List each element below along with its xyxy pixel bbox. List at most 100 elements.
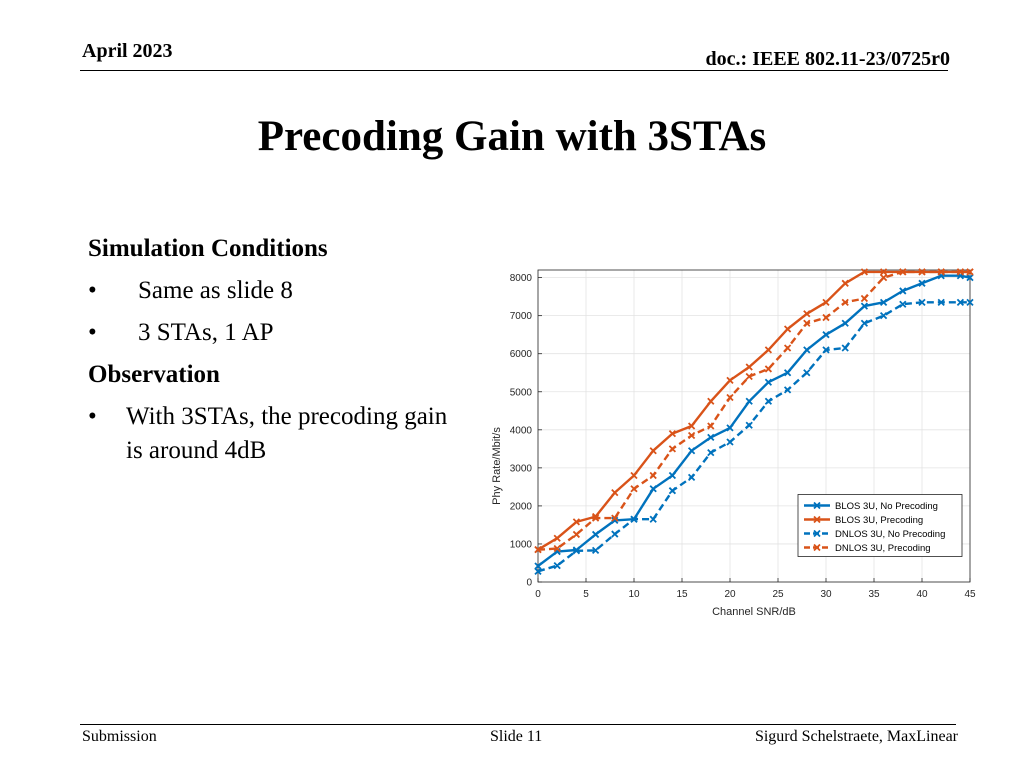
data-point bbox=[918, 279, 926, 287]
bullet-item: • 3 STAs, 1 AP bbox=[88, 312, 458, 354]
data-point bbox=[956, 268, 965, 276]
data-point bbox=[707, 448, 715, 457]
data-point bbox=[687, 422, 696, 430]
data-point bbox=[918, 268, 926, 276]
data-point bbox=[707, 422, 715, 430]
data-point bbox=[783, 344, 792, 352]
phy-rate-chart: 0 5 10 15 20 25 30 35 40 45 0 1000 2000 3000 4000 5000 6… bbox=[491, 268, 976, 618]
header-date: April 2023 bbox=[82, 40, 173, 62]
y-axis-label: Phy Rate/Mbit/s bbox=[491, 427, 503, 505]
data-point bbox=[745, 363, 753, 371]
data-point bbox=[630, 471, 638, 480]
data-point bbox=[803, 310, 811, 318]
data-point bbox=[764, 397, 773, 405]
data-point bbox=[860, 319, 869, 327]
data-point bbox=[726, 376, 734, 384]
data-point bbox=[726, 393, 734, 402]
data-point bbox=[764, 378, 773, 386]
bullet-glyph: • bbox=[88, 277, 97, 304]
data-point bbox=[630, 515, 638, 523]
data-point bbox=[918, 298, 926, 306]
data-point bbox=[630, 485, 638, 493]
x-tick-label: 5 bbox=[583, 589, 589, 600]
data-point bbox=[649, 515, 657, 523]
y-tick-label: 1000 bbox=[510, 539, 533, 550]
data-point bbox=[956, 298, 965, 306]
data-point bbox=[803, 319, 811, 327]
data-point bbox=[841, 344, 849, 352]
data-point bbox=[687, 447, 696, 455]
data-point bbox=[668, 487, 677, 495]
data-point bbox=[841, 298, 849, 306]
data-point bbox=[783, 369, 792, 377]
data-point bbox=[745, 372, 753, 381]
data-point bbox=[860, 294, 869, 303]
data-point bbox=[668, 429, 677, 438]
bullet-item: • With 3STAs, the precoding gain is arou… bbox=[88, 400, 458, 468]
legend-marker bbox=[813, 529, 821, 538]
slide-title: Precoding Gain with 3STAs bbox=[257, 113, 767, 160]
x-tick-label: 25 bbox=[772, 589, 784, 600]
data-point bbox=[822, 346, 830, 354]
data-point bbox=[534, 567, 542, 575]
heading-observation: Observation bbox=[88, 361, 220, 388]
data-point bbox=[534, 546, 542, 554]
bullet-text: 3 STAs, 1 AP bbox=[138, 319, 274, 346]
data-point bbox=[553, 562, 561, 570]
data-point bbox=[879, 273, 888, 282]
legend-label: BLOS 3U, Precoding bbox=[835, 515, 923, 526]
data-point bbox=[841, 279, 849, 287]
x-tick-label: 35 bbox=[868, 589, 880, 600]
data-point bbox=[764, 346, 773, 354]
y-tick-label: 6000 bbox=[510, 349, 533, 360]
data-point bbox=[591, 530, 600, 539]
series-line-2 bbox=[537, 270, 970, 551]
bullet-glyph: • bbox=[88, 403, 97, 430]
data-point bbox=[966, 273, 974, 282]
data-point bbox=[745, 397, 753, 405]
data-point bbox=[841, 319, 849, 327]
data-point bbox=[572, 530, 581, 539]
data-point bbox=[534, 562, 542, 570]
data-point bbox=[783, 325, 792, 333]
x-tick-label: 30 bbox=[820, 589, 832, 600]
x-tick-label: 20 bbox=[724, 589, 736, 600]
data-point bbox=[899, 300, 907, 308]
data-point bbox=[899, 287, 907, 295]
bullet-text: Same as slide 8 bbox=[138, 277, 293, 304]
y-tick-label: 3000 bbox=[510, 463, 533, 474]
data-point bbox=[822, 298, 830, 306]
data-point bbox=[726, 424, 734, 432]
data-point bbox=[899, 268, 907, 276]
legend-label: BLOS 3U, No Precoding bbox=[835, 501, 938, 512]
data-point bbox=[860, 268, 869, 276]
data-point bbox=[745, 421, 753, 429]
data-point bbox=[822, 331, 830, 339]
data-point bbox=[966, 298, 974, 306]
slide-body: Simulation Conditions • Same as slide 8 … bbox=[88, 228, 458, 468]
header-doc-id: doc.: IEEE 802.11-23/0725r0 bbox=[705, 48, 950, 70]
data-point bbox=[726, 438, 734, 446]
y-tick-label: 2000 bbox=[510, 501, 533, 512]
data-point bbox=[822, 313, 830, 322]
footer-submission: Submission bbox=[82, 728, 157, 745]
data-point bbox=[553, 544, 561, 553]
y-tick-label: 8000 bbox=[510, 273, 533, 284]
data-point bbox=[649, 485, 657, 493]
data-point bbox=[803, 346, 811, 354]
data-point bbox=[937, 268, 945, 276]
data-point bbox=[687, 431, 696, 440]
x-tick-label: 10 bbox=[628, 589, 640, 600]
data-point bbox=[611, 488, 619, 497]
y-tick-label: 4000 bbox=[510, 425, 533, 436]
legend-marker bbox=[813, 501, 821, 510]
data-point bbox=[668, 471, 677, 480]
heading-simulation-conditions: Simulation Conditions bbox=[88, 235, 328, 262]
header-rule bbox=[80, 70, 948, 71]
data-point bbox=[572, 547, 581, 555]
x-axis-label: Channel SNR/dB bbox=[712, 606, 796, 618]
data-point bbox=[649, 471, 657, 480]
data-point bbox=[783, 386, 792, 394]
x-tick-label: 0 bbox=[535, 589, 541, 600]
data-point bbox=[591, 546, 600, 555]
